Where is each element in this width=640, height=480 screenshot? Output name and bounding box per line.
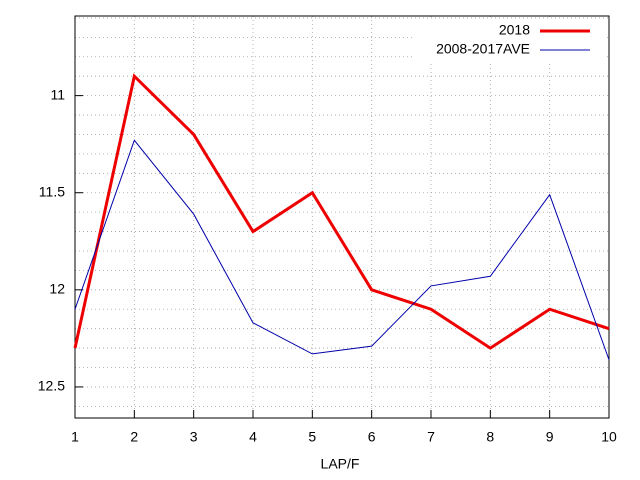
series-line [74,139,610,360]
legend-box [415,20,605,62]
series-line [73,73,610,350]
x-tick-label: 5 [308,429,316,445]
x-tick-label: 2 [130,429,138,445]
x-tick-label: 6 [368,429,376,445]
y-tick-label: 12.5 [38,378,65,394]
x-tick-label: 7 [427,429,435,445]
legend-label: 2018 [499,22,530,38]
x-tick-label: 3 [190,429,198,445]
x-tick-label: 10 [601,429,617,445]
x-tick-label: 9 [546,429,554,445]
x-tick-label: 4 [249,429,257,445]
x-tick-label: 1 [71,429,79,445]
x-axis-label: LAP/F [321,456,360,472]
plot-frame [74,15,610,419]
y-tick-label: 12 [49,281,65,297]
y-tick-label: 11 [50,86,65,102]
legend-label: 2008-2017AVE [436,41,530,57]
x-tick-label: 8 [486,429,494,445]
y-tick-label: 11.5 [39,183,65,199]
